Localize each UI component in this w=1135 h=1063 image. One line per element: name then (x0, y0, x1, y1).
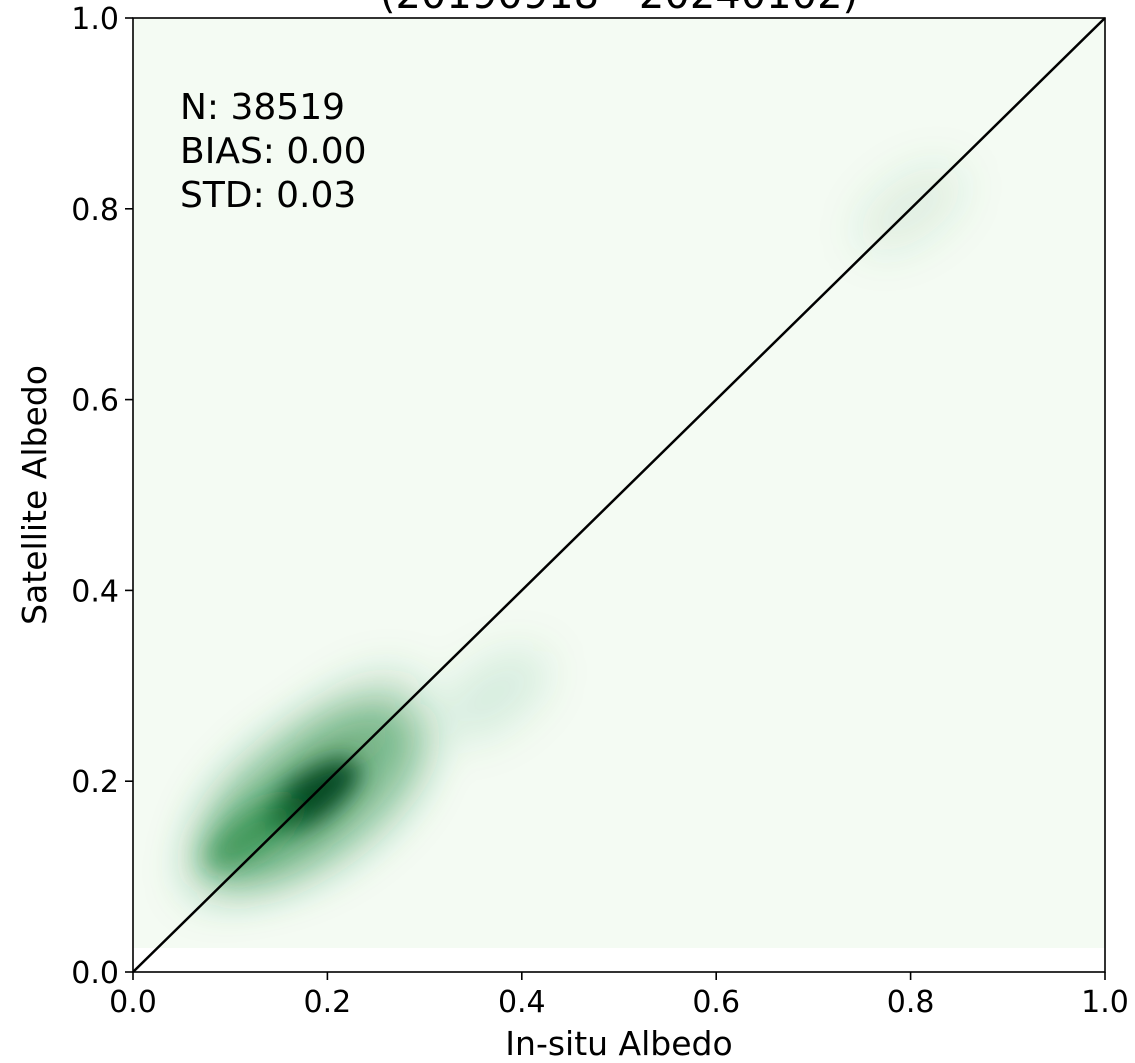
x-tick-label: 0.6 (692, 985, 740, 1020)
y-axis-label: Satellite Albedo (15, 365, 54, 625)
y-tick-label: 0.2 (71, 765, 119, 800)
stat-bias: BIAS: 0.00 (180, 131, 367, 172)
x-axis-label: In-situ Albedo (505, 1024, 732, 1063)
one-to-one-line (132, 17, 1106, 973)
chart-title: (20190918 - 20240102) (380, 0, 858, 18)
y-tick-label: 0.6 (71, 384, 119, 419)
y-axis: 0.0 0.2 0.4 0.6 0.8 1.0 (71, 2, 133, 991)
x-tick-label: 1.0 (1081, 985, 1129, 1020)
y-tick-label: 0.4 (71, 574, 119, 609)
x-tick-label: 0.2 (304, 985, 352, 1020)
x-tick-label: 0.8 (887, 985, 935, 1020)
x-tick-label: 0.4 (498, 985, 546, 1020)
plot-background-empty-band (133, 948, 1105, 972)
y-tick-label: 0.0 (71, 956, 119, 991)
stat-std: STD: 0.03 (180, 175, 356, 216)
plot-frame (132, 17, 1106, 973)
y-tick-label: 0.8 (71, 193, 119, 228)
density-cluster-halo (292, 671, 421, 777)
density-cluster-tail (206, 797, 300, 870)
stat-n: N: 38519 (180, 87, 345, 128)
density-cluster-halo (436, 650, 549, 741)
x-tick-label: 0.0 (109, 985, 157, 1020)
y-tick-label: 1.0 (71, 2, 119, 37)
x-axis: 0.0 0.2 0.4 0.6 0.8 1.0 (109, 972, 1129, 1020)
